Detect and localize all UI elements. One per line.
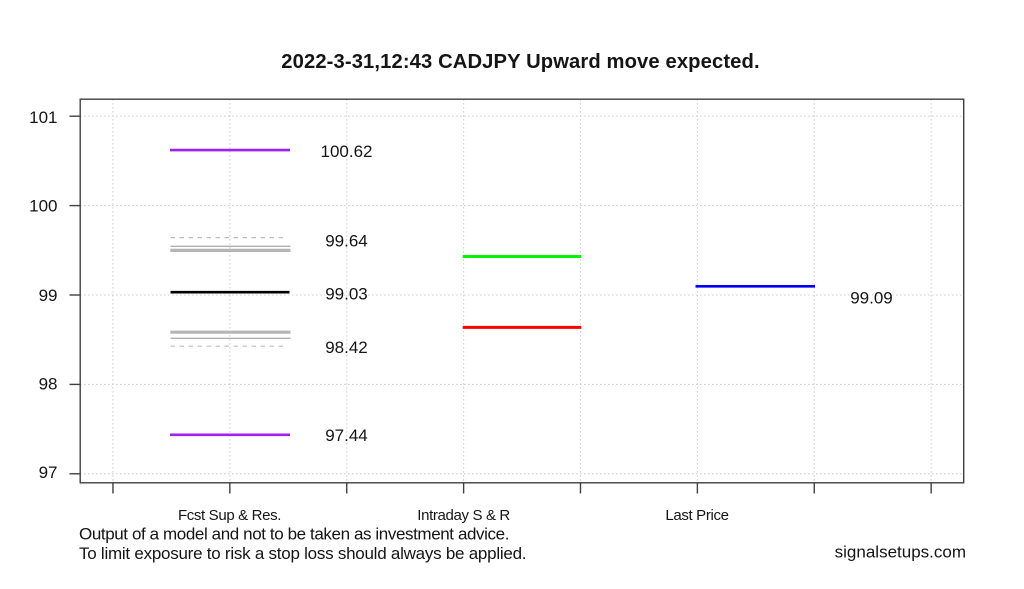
svg-text:98.42: 98.42: [325, 338, 368, 357]
svg-text:signalsetups.com: signalsetups.com: [835, 543, 966, 562]
svg-text:99.64: 99.64: [325, 231, 368, 250]
svg-text:99.09: 99.09: [850, 289, 893, 308]
svg-text:2022-3-31,12:43 CADJPY Upward: 2022-3-31,12:43 CADJPY Upward move expec…: [281, 51, 759, 73]
svg-text:100.62: 100.62: [321, 142, 373, 161]
svg-text:99.03: 99.03: [325, 284, 368, 303]
svg-text:97: 97: [39, 463, 58, 482]
svg-text:Fcst Sup & Res.: Fcst Sup & Res.: [178, 507, 281, 524]
svg-text:99: 99: [39, 286, 58, 305]
svg-text:Last Price: Last Price: [665, 507, 728, 524]
svg-text:To limit exposure to risk a st: To limit exposure to risk a stop loss sh…: [79, 544, 526, 563]
svg-text:97.44: 97.44: [325, 426, 368, 445]
svg-text:98: 98: [39, 374, 58, 393]
svg-text:100: 100: [29, 196, 57, 215]
svg-text:Intraday S & R: Intraday S & R: [417, 507, 510, 524]
svg-text:Output of a model and not to b: Output of a model and not to be taken as…: [79, 524, 509, 543]
svg-text:101: 101: [29, 108, 57, 127]
